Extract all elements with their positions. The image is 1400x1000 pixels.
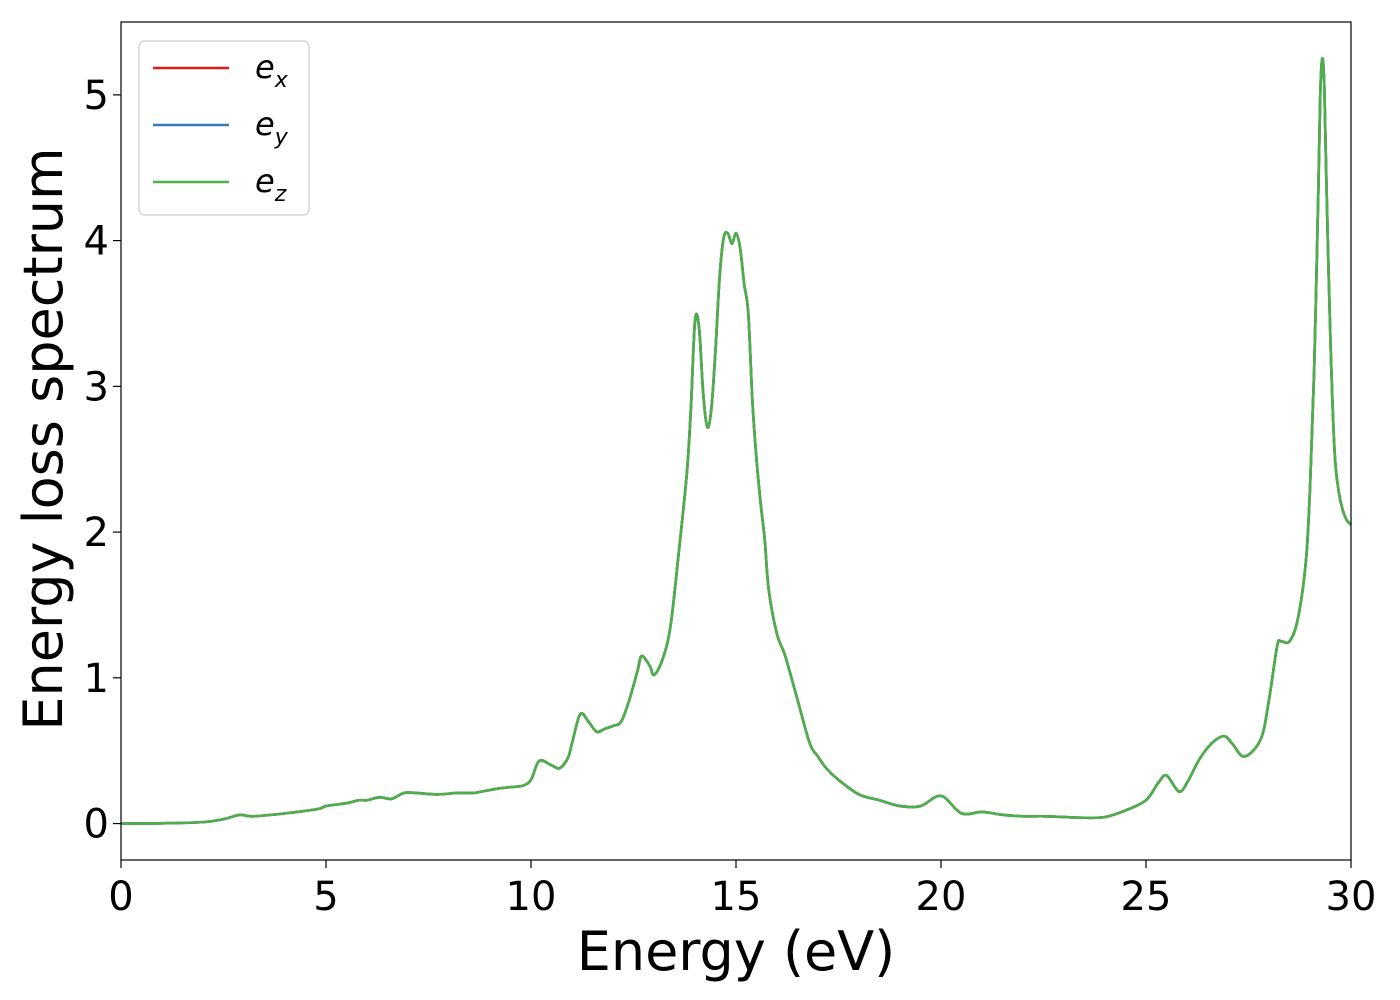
y-axis-label: Energy loss spectrum xyxy=(12,147,75,730)
x-tick-label: 15 xyxy=(711,874,762,920)
legend-label-subscript: x xyxy=(274,68,289,93)
legend-label-base: e xyxy=(255,162,275,200)
x-axis-ticks: 0 5 10 15 20 25 30 xyxy=(108,860,1376,920)
x-tick-label: 30 xyxy=(1326,874,1377,920)
y-tick-label: 0 xyxy=(84,802,109,848)
legend-label-subscript: z xyxy=(274,182,287,207)
legend-entry: ex xyxy=(255,48,289,93)
y-tick-label: 4 xyxy=(84,219,109,265)
y-tick-label: 1 xyxy=(84,656,109,702)
legend-entry: ey xyxy=(255,105,289,150)
y-axis-ticks: 0 1 2 3 4 5 xyxy=(84,73,121,848)
legend-label-base: e xyxy=(255,48,275,86)
plot-area xyxy=(120,57,1352,825)
y-tick-label: 2 xyxy=(84,510,109,556)
x-tick-label: 10 xyxy=(506,874,557,920)
series-line-ez xyxy=(120,57,1352,825)
y-tick-label: 5 xyxy=(84,73,109,119)
legend-label-base: e xyxy=(255,105,275,143)
y-tick-label: 3 xyxy=(84,364,109,410)
legend-label-subscript: y xyxy=(274,125,289,150)
x-axis-label: Energy (eV) xyxy=(577,920,896,983)
legend-entry: ez xyxy=(255,162,287,207)
x-tick-label: 0 xyxy=(108,874,133,920)
x-tick-label: 25 xyxy=(1121,874,1172,920)
x-tick-label: 20 xyxy=(916,874,967,920)
legend-box xyxy=(138,40,310,216)
x-tick-label: 5 xyxy=(313,874,338,920)
